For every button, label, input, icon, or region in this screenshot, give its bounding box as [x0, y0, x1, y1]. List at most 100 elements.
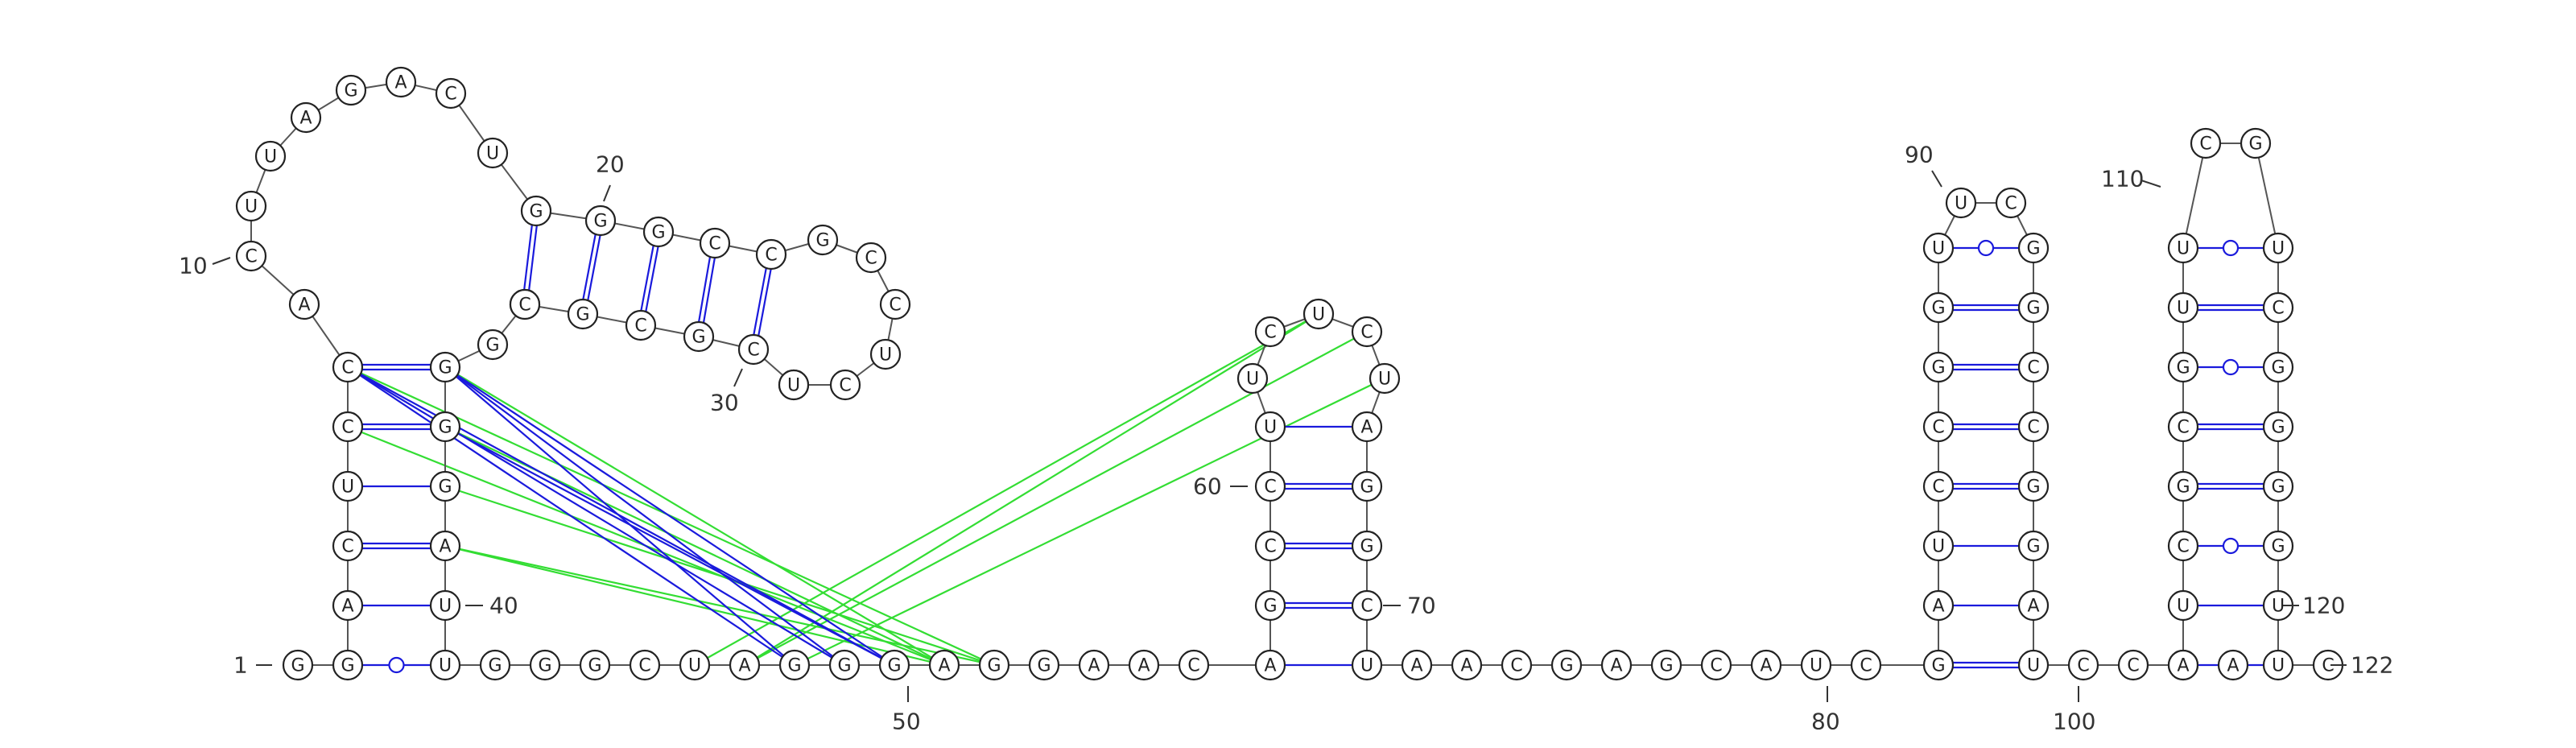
- nucleotide-letter: C: [1360, 323, 1373, 343]
- nucleotide-letter: G: [2026, 537, 2040, 557]
- nucleotide-letter: C: [1510, 656, 1522, 676]
- nucleotide-letter: C: [444, 85, 456, 105]
- base-pair-line: [528, 225, 538, 291]
- position-tick-90: [1931, 170, 1942, 188]
- nucleotide-circle: [1368, 362, 1401, 395]
- base-pair-line: [645, 246, 659, 312]
- nucleotide-circle: [1351, 530, 1383, 562]
- nucleotide-circle: [429, 589, 461, 622]
- nucleotide-circle: [1254, 649, 1286, 681]
- nucleotide-letter: U: [879, 345, 892, 366]
- tertiary-interaction-line: [444, 426, 895, 666]
- nucleotide-letter: C: [638, 656, 650, 676]
- nucleotide-letter: A: [938, 656, 950, 676]
- nucleotide-30: G: [683, 320, 715, 353]
- nucleotide-circle: [1922, 589, 1955, 622]
- nucleotide-120: U: [2262, 589, 2294, 622]
- nucleotide-17: G: [520, 195, 552, 227]
- nucleotide-104: A: [2167, 649, 2199, 681]
- nucleotide-53: G: [1028, 649, 1060, 681]
- nucleotide-letter: G: [651, 223, 665, 243]
- nucleotide-circle: [778, 649, 811, 681]
- nucleotide-28: U: [778, 369, 810, 401]
- nucleotide-circle: [2262, 351, 2294, 383]
- nucleotide-circle: [1550, 649, 1583, 681]
- nucleotide-16: U: [477, 137, 509, 169]
- nucleotide-letter: G: [987, 656, 1001, 676]
- nucleotide-circle: [1600, 649, 1633, 681]
- nucleotide-letter: A: [1932, 597, 1944, 617]
- tertiary-interaction-line: [347, 366, 795, 666]
- nucleotide-89: U: [1922, 232, 1955, 264]
- nucleotide-circle: [1650, 649, 1682, 681]
- nucleotide-letter: G: [815, 231, 829, 251]
- nucleotide-121: U: [2262, 649, 2294, 681]
- wobble-pair-marker: [2222, 358, 2240, 376]
- base-pair-line: [698, 257, 712, 322]
- nucleotide-14: A: [385, 66, 417, 98]
- nucleotide-letter: U: [1264, 418, 1277, 438]
- nucleotide-letter: U: [1810, 656, 1823, 676]
- nucleotide-circle: [332, 470, 364, 502]
- nucleotide-circle: [2262, 470, 2294, 502]
- nucleotide-76: A: [1600, 649, 1633, 681]
- nucleotide-circle: [2017, 232, 2050, 264]
- nucleotide-circle: [2167, 232, 2199, 264]
- nucleotide-letter: G: [1360, 477, 1373, 498]
- nucleotide-letter: U: [1955, 194, 1967, 214]
- nucleotide-circle: [1302, 298, 1335, 330]
- nucleotide-circle: [1750, 649, 1782, 681]
- nucleotide-letter: G: [538, 656, 551, 676]
- nucleotide-letter: A: [341, 597, 353, 617]
- nucleotide-62: U: [1236, 362, 1269, 395]
- nucleotide-letter: C: [1264, 323, 1276, 343]
- nucleotide-letter: U: [688, 656, 701, 676]
- nucleotide-letter: C: [2177, 418, 2189, 438]
- nucleotide-112: C: [2190, 127, 2222, 159]
- nucleotide-letter: U: [439, 597, 452, 617]
- nucleotide-letter: G: [2176, 477, 2190, 498]
- nucleotide-45: C: [629, 649, 661, 681]
- nucleotide-circle: [1178, 649, 1210, 681]
- nucleotide-circle: [1254, 316, 1286, 348]
- nucleotide-83: A: [1922, 589, 1955, 622]
- nucleotide-letter: G: [1931, 358, 1945, 378]
- nucleotide-letter: C: [1932, 418, 1944, 438]
- nucleotide-61: U: [1254, 411, 1286, 443]
- nucleotide-60: C: [1254, 470, 1286, 502]
- nucleotide-18: G: [584, 205, 617, 237]
- nucleotide-circle: [1922, 649, 1955, 681]
- nucleotide-letter: A: [1137, 656, 1150, 676]
- position-label-50: 50: [892, 709, 921, 735]
- nucleotide-letter: C: [1264, 477, 1276, 498]
- nucleotide-42: G: [479, 649, 511, 681]
- nucleotide-letter: G: [1037, 656, 1051, 676]
- nucleotide-circle: [2167, 530, 2199, 562]
- nucleotide-circle: [1800, 649, 1832, 681]
- nucleotide-layer: G G A C U C C A C U U A G A C U G G G C C G C C U C C U C G C G G C G G G G A U…: [235, 66, 2344, 681]
- nucleotide-circle: [1254, 589, 1286, 622]
- nucleotide-letter: A: [1460, 656, 1472, 676]
- nucleotide-circle: [1922, 411, 1955, 443]
- position-label-40: 40: [489, 593, 518, 619]
- nucleotide-66: U: [1368, 362, 1401, 395]
- nucleotide-circle: [332, 351, 364, 383]
- nucleotide-circle: [429, 470, 461, 502]
- nucleotide-51: A: [928, 649, 960, 681]
- backbone-link: [2182, 143, 2207, 249]
- base-pair-line: [582, 233, 597, 300]
- nucleotide-113: G: [2240, 127, 2272, 159]
- nucleotide-circle: [2190, 127, 2222, 159]
- nucleotide-circle: [1351, 589, 1383, 622]
- base-pair-line: [587, 235, 601, 301]
- nucleotide-circle: [1254, 530, 1286, 562]
- pseudoknot-interaction-line: [444, 485, 995, 667]
- nucleotide-95: C: [2017, 411, 2050, 443]
- nucleotide-circle: [828, 649, 861, 681]
- nucleotide-circle: [1351, 649, 1383, 681]
- nucleotide-letter: U: [2272, 597, 2285, 617]
- nucleotide-25: U: [869, 338, 902, 370]
- nucleotide-56: C: [1178, 649, 1210, 681]
- nucleotide-63: C: [1254, 316, 1286, 348]
- nucleotide-letter: U: [1312, 305, 1325, 325]
